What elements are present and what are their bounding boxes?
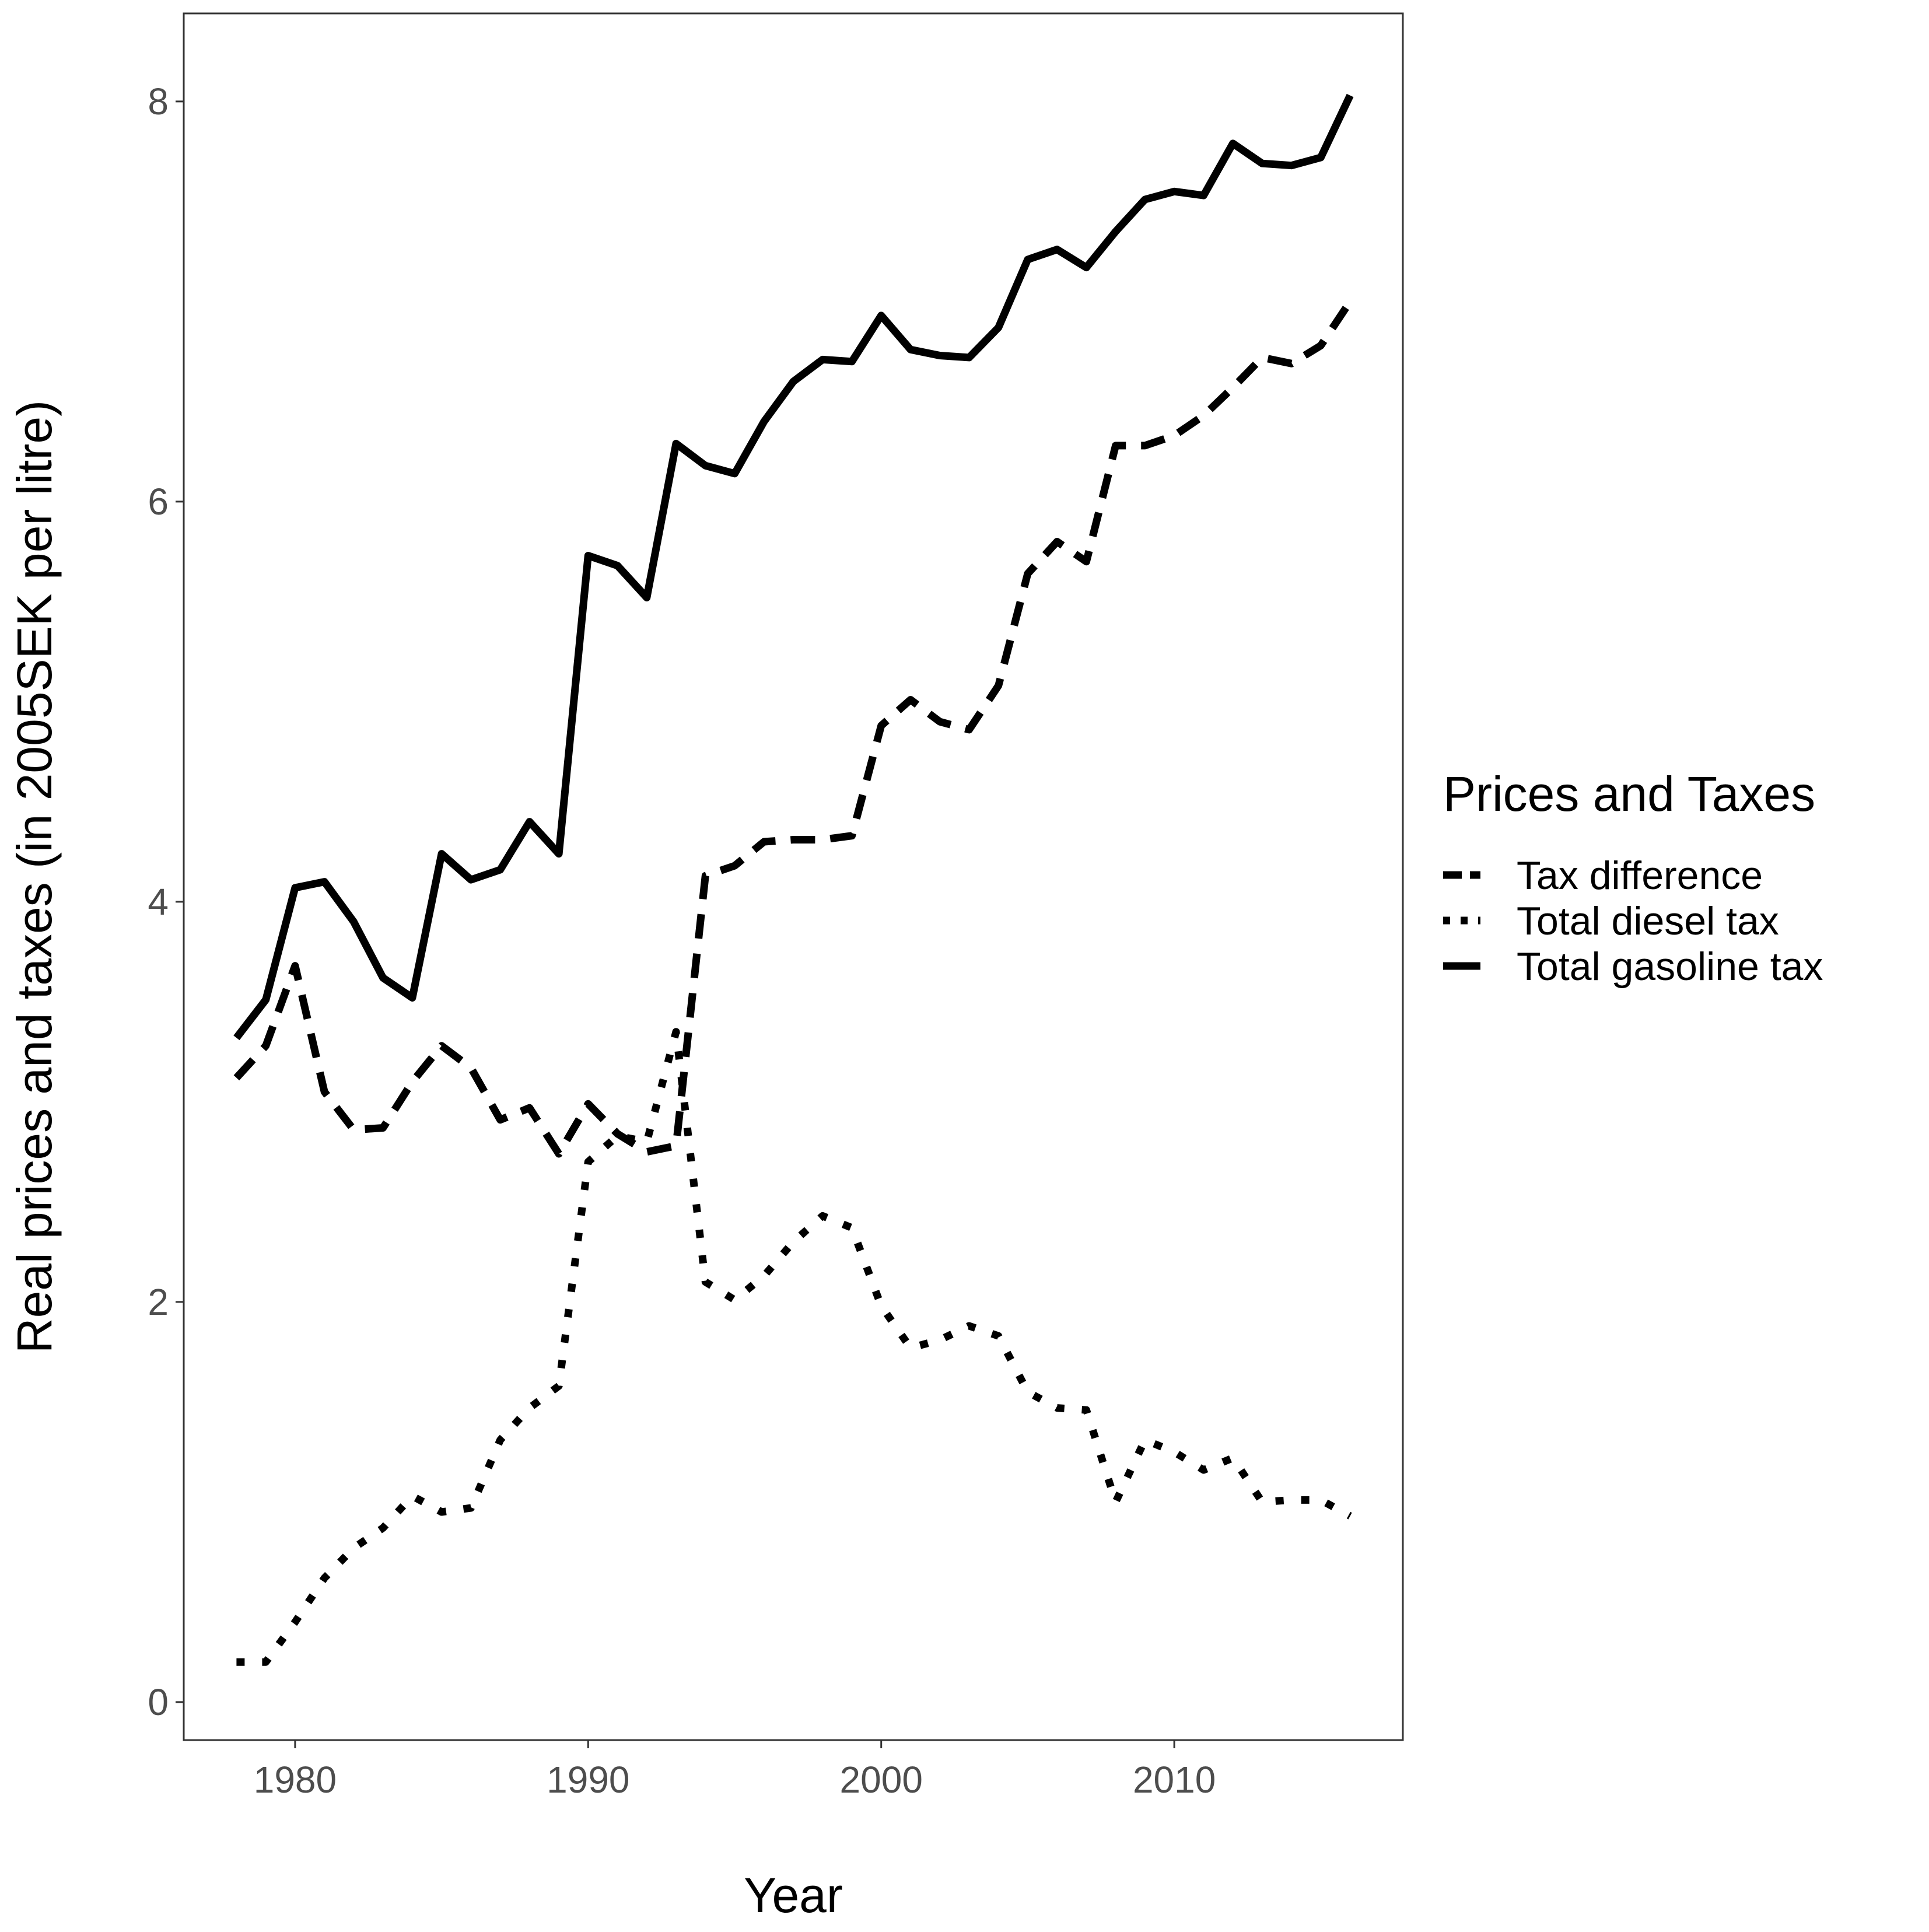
series-line-total-diesel-tax: [236, 1028, 1352, 1666]
legend-label-tax-difference: Tax difference: [1517, 853, 1763, 898]
plot-panel-border: [183, 12, 1404, 1741]
x-tick-label: 1990: [547, 1759, 629, 1801]
legend-label-total-gasoline-tax: Total gasoline tax: [1517, 944, 1823, 989]
y-tick-label: 2: [148, 1281, 169, 1323]
series-line-tax-difference: [233, 299, 1354, 1158]
x-tick-label: 1980: [254, 1759, 337, 1801]
x-axis-title: Year: [744, 1868, 843, 1923]
x-axis: 1980 1990 2000 2010: [254, 1740, 1216, 1801]
x-tick-label: 2010: [1133, 1759, 1216, 1801]
series-layer: [233, 93, 1354, 1666]
y-tick-label: 8: [148, 80, 169, 123]
legend-title: Prices and Taxes: [1443, 766, 1815, 821]
series-line-total-gasoline-tax: [233, 93, 1354, 1041]
y-axis-title: Real prices and taxes (in 2005SEK per li…: [7, 400, 62, 1353]
y-tick-label: 6: [148, 481, 169, 523]
y-tick-label: 0: [148, 1681, 169, 1723]
legend-label-total-diesel-tax: Total diesel tax: [1517, 899, 1779, 943]
y-axis: 0 2 4 6 8: [148, 80, 184, 1723]
y-tick-label: 4: [148, 881, 169, 923]
x-tick-label: 2000: [840, 1759, 923, 1801]
